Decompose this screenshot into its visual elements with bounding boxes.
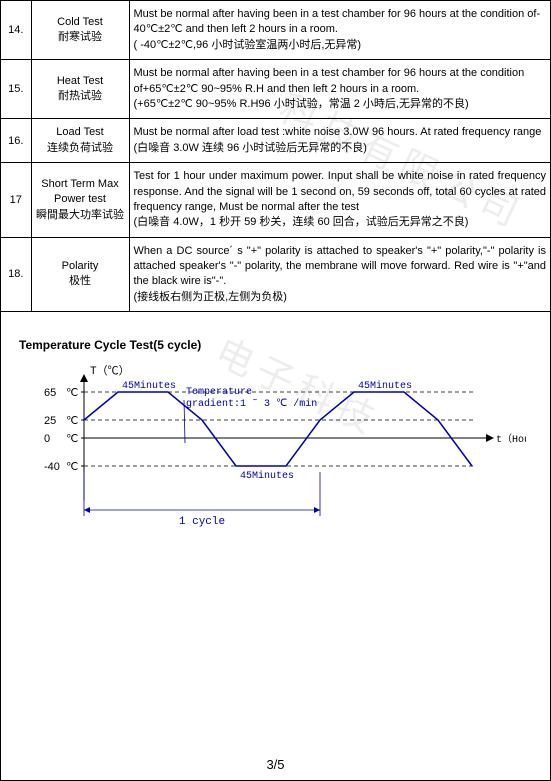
table-row: 14.Cold Test耐寒试验Must be normal after hav…	[1, 1, 550, 60]
table-row: 15.Heat Test耐热试验Must be normal after hav…	[1, 60, 550, 119]
svg-text:45Minutes: 45Minutes	[358, 380, 412, 392]
svg-text:0: 0	[44, 433, 50, 445]
test-name: Cold Test耐寒试验	[31, 1, 129, 60]
svg-text:65: 65	[44, 387, 56, 399]
test-name: Load Test连续负荷试验	[31, 119, 129, 163]
row-number: 16.	[1, 119, 31, 163]
test-description: Must be normal after having been in a te…	[129, 60, 550, 119]
svg-text:45Minutes: 45Minutes	[240, 470, 294, 482]
table-row: 17Short Term Max Power test瞬間最大功率试验Test …	[1, 163, 550, 238]
svg-text:℃: ℃	[66, 433, 78, 445]
svg-text:25: 25	[44, 415, 56, 427]
svg-text:45Minutes: 45Minutes	[122, 380, 176, 392]
row-number: 18.	[1, 237, 31, 312]
test-name: Polarity极性	[31, 237, 129, 312]
test-description: Must be normal after load test :white no…	[129, 119, 550, 163]
page-number: 3/5	[1, 757, 550, 772]
test-name: Heat Test耐热试验	[31, 60, 129, 119]
spec-table: 14.Cold Test耐寒试验Must be normal after hav…	[1, 1, 550, 312]
test-description: Test for 1 hour under maximum power. Inp…	[129, 163, 550, 238]
svg-text:℃: ℃	[66, 461, 78, 473]
svg-text:T（℃）: T（℃）	[90, 364, 130, 378]
row-number: 15.	[1, 60, 31, 119]
svg-text:gradient:1 ˜ 3 ℃ /min: gradient:1 ˜ 3 ℃ /min	[186, 398, 317, 410]
table-row: 18.Polarity极性When a DC source´ s "+" pol…	[1, 237, 550, 312]
svg-text:1 cycle: 1 cycle	[179, 516, 225, 528]
chart-title: Temperature Cycle Test(5 cycle)	[19, 338, 550, 352]
temperature-chart: T（℃） t（Hour） 65 ℃ 25 ℃ 0 ℃ -40 ℃ 45Minutes 45Minute…	[26, 360, 526, 565]
test-description: Must be normal after having been in a te…	[129, 1, 550, 60]
svg-text:t（Hour）: t（Hour）	[496, 433, 526, 446]
svg-text:℃: ℃	[66, 387, 78, 399]
svg-text:-40: -40	[44, 461, 60, 473]
test-name: Short Term Max Power test瞬間最大功率试验	[31, 163, 129, 238]
table-row: 16.Load Test连续负荷试验Must be normal after l…	[1, 119, 550, 163]
row-number: 17	[1, 163, 31, 238]
test-description: When a DC source´ s "+" polarity is atta…	[129, 237, 550, 312]
page-container: 科技有限公司电子科技 14.Cold Test耐寒试验Must be norma…	[0, 0, 551, 781]
row-number: 14.	[1, 1, 31, 60]
svg-text:Temperature: Temperature	[186, 387, 252, 398]
svg-text:℃: ℃	[66, 415, 78, 427]
